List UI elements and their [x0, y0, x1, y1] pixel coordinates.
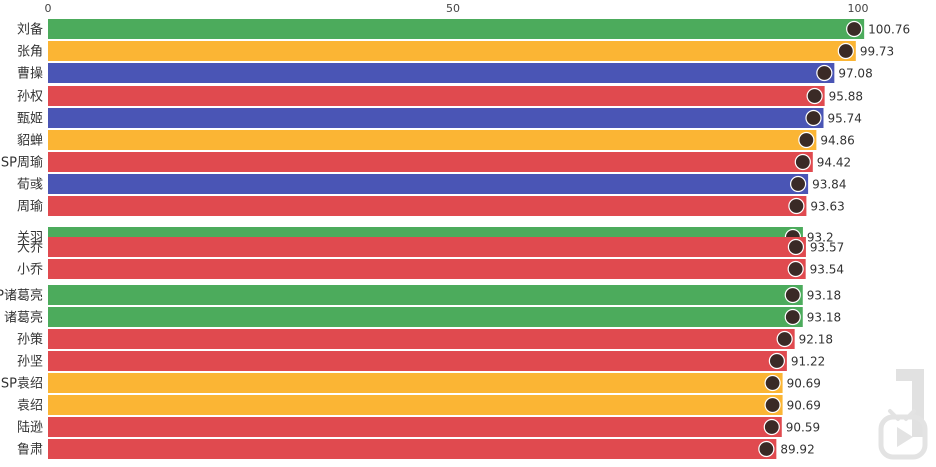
category-label: 袁绍	[17, 399, 43, 414]
character-avatar-icon	[805, 109, 822, 127]
value-label: 92.18	[799, 333, 833, 347]
category-label: 鲁肃	[17, 443, 43, 458]
bar	[48, 196, 807, 216]
value-label: 93.84	[812, 178, 846, 192]
character-avatar-icon	[758, 440, 775, 458]
x-tick-label: 100	[848, 2, 869, 15]
category-label: 孙策	[17, 332, 43, 348]
value-label: 91.22	[791, 355, 825, 369]
bar	[48, 130, 817, 150]
category-label: 孙权	[17, 89, 43, 105]
character-avatar-icon	[798, 131, 815, 149]
value-label: 90.69	[787, 377, 821, 391]
category-label: 刘备	[17, 22, 43, 38]
value-label: 93.54	[810, 263, 844, 277]
value-label: 93.63	[810, 200, 844, 214]
character-avatar-icon	[787, 238, 805, 256]
category-label: 孙坚	[17, 355, 43, 370]
character-avatar-icon	[764, 396, 781, 414]
category-label: 关羽	[17, 231, 43, 246]
value-label: 89.92	[780, 443, 814, 457]
character-avatar-icon	[806, 87, 823, 105]
value-label: 94.86	[820, 134, 854, 148]
x-axis-ticks: 0 50 100	[45, 2, 869, 15]
character-avatar-icon	[794, 153, 811, 171]
bar	[48, 307, 803, 327]
bars-group: 刘备 100.76 张角 99.73 曹操 97.08 孙权 95.88 甄姬 95.74 貂蝉 94…	[0, 19, 910, 459]
bar	[48, 86, 825, 106]
bar	[48, 417, 782, 437]
x-tick-label: 0	[45, 2, 52, 15]
bar	[48, 329, 795, 349]
character-avatar-icon	[846, 20, 863, 38]
value-label: 93.2	[807, 231, 834, 245]
character-avatar-icon	[816, 64, 833, 82]
value-label: 97.08	[838, 67, 872, 81]
bar	[48, 19, 865, 39]
x-tick-label: 50	[446, 2, 460, 15]
value-label: 93.18	[807, 289, 841, 303]
category-label: 曹操	[17, 66, 43, 82]
category-label: 大乔	[17, 241, 43, 256]
bar	[48, 63, 835, 83]
bar	[48, 285, 803, 305]
category-label: 陆逊	[17, 420, 43, 436]
value-label: 95.74	[827, 112, 861, 126]
bar	[48, 237, 806, 257]
bar	[48, 174, 809, 194]
character-avatar-icon	[787, 260, 804, 278]
category-label: 貂蝉	[17, 134, 43, 149]
bar	[48, 259, 806, 279]
character-avatar-icon	[790, 175, 807, 193]
value-label: 95.88	[829, 90, 863, 104]
value-label: 99.73	[860, 45, 894, 59]
character-avatar-icon	[776, 330, 793, 348]
bar	[48, 152, 813, 172]
bar	[48, 351, 787, 371]
value-label: 93.57	[810, 241, 844, 255]
category-label: SP周瑜	[1, 156, 43, 171]
category-label: 荀彧	[17, 178, 43, 193]
character-avatar-icon	[763, 418, 780, 436]
value-label: 94.42	[817, 156, 851, 170]
category-label: SP诸葛亮	[0, 288, 43, 304]
value-label: 90.59	[786, 421, 820, 435]
category-label: 小乔	[17, 263, 43, 278]
character-avatar-icon	[764, 374, 781, 392]
bar	[48, 108, 824, 128]
value-label: 93.18	[807, 311, 841, 325]
category-label: 周瑜	[17, 200, 43, 215]
value-label: 90.69	[787, 399, 821, 413]
bar	[48, 395, 783, 415]
character-avatar-icon	[837, 42, 854, 60]
category-label: SP袁绍	[1, 377, 43, 392]
bar	[48, 373, 783, 393]
category-label: 张角	[17, 45, 43, 60]
character-avatar-icon	[784, 308, 801, 326]
category-label: 诸葛亮	[4, 310, 43, 326]
value-label: 100.76	[868, 23, 910, 37]
category-label: 甄姬	[17, 112, 43, 127]
bar	[48, 41, 856, 61]
character-avatar-icon	[784, 286, 801, 304]
bar	[48, 439, 777, 459]
character-avatar-icon	[768, 352, 785, 370]
character-avatar-icon	[788, 197, 805, 215]
